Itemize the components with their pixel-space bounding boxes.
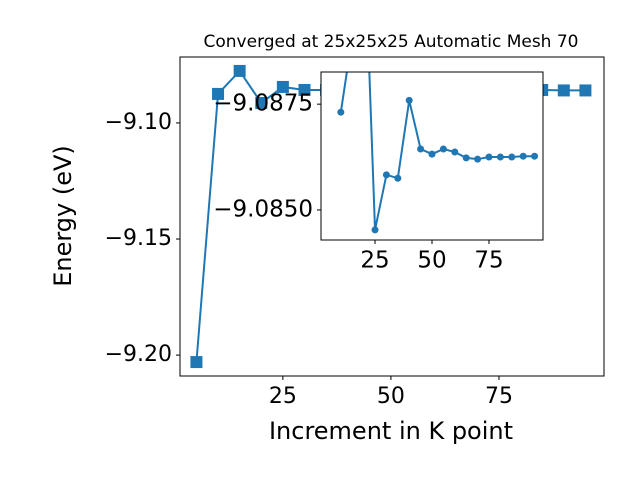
marker xyxy=(531,152,539,160)
marker xyxy=(579,84,592,97)
marker xyxy=(519,152,527,160)
marker xyxy=(190,356,203,369)
marker xyxy=(382,171,390,179)
marker xyxy=(508,153,516,161)
marker xyxy=(428,150,436,158)
marker xyxy=(439,145,447,153)
x-tick-label: 75 xyxy=(485,384,513,409)
x-tick-label: 75 xyxy=(474,248,503,274)
marker xyxy=(474,155,482,163)
marker xyxy=(276,80,289,93)
x-tick-label: 25 xyxy=(360,248,389,274)
marker xyxy=(485,153,493,161)
marker xyxy=(337,108,345,116)
x-tick-label: 25 xyxy=(269,384,297,409)
y-tick-label: −9.10 xyxy=(105,110,172,135)
marker xyxy=(255,96,268,109)
marker xyxy=(405,96,413,104)
x-tick-label: 50 xyxy=(417,248,446,274)
axes: 25 50 75 −9.0875 −9.0850 xyxy=(213,71,544,274)
y-tick-label: −9.15 xyxy=(105,226,172,251)
marker xyxy=(496,153,504,161)
plot-data xyxy=(337,72,539,234)
marker xyxy=(394,174,402,182)
x-axis-label: Increment in K point xyxy=(269,417,513,445)
y-tick-label: −9.0875 xyxy=(213,91,313,117)
y-tick-label: −9.0850 xyxy=(213,196,313,222)
marker xyxy=(451,148,459,156)
chart-title: Converged at 25x25x25 Automatic Mesh 70 xyxy=(204,32,579,52)
marker xyxy=(298,83,311,96)
marker xyxy=(212,87,225,100)
x-tick-label: 50 xyxy=(377,384,405,409)
marker xyxy=(462,154,470,162)
marker xyxy=(233,64,246,77)
marker xyxy=(417,145,425,153)
y-axis-label: Energy (eV) xyxy=(49,145,77,287)
marker xyxy=(557,84,570,97)
axes-frame xyxy=(179,56,605,377)
marker xyxy=(371,226,379,234)
y-tick-label: −9.20 xyxy=(105,342,172,367)
